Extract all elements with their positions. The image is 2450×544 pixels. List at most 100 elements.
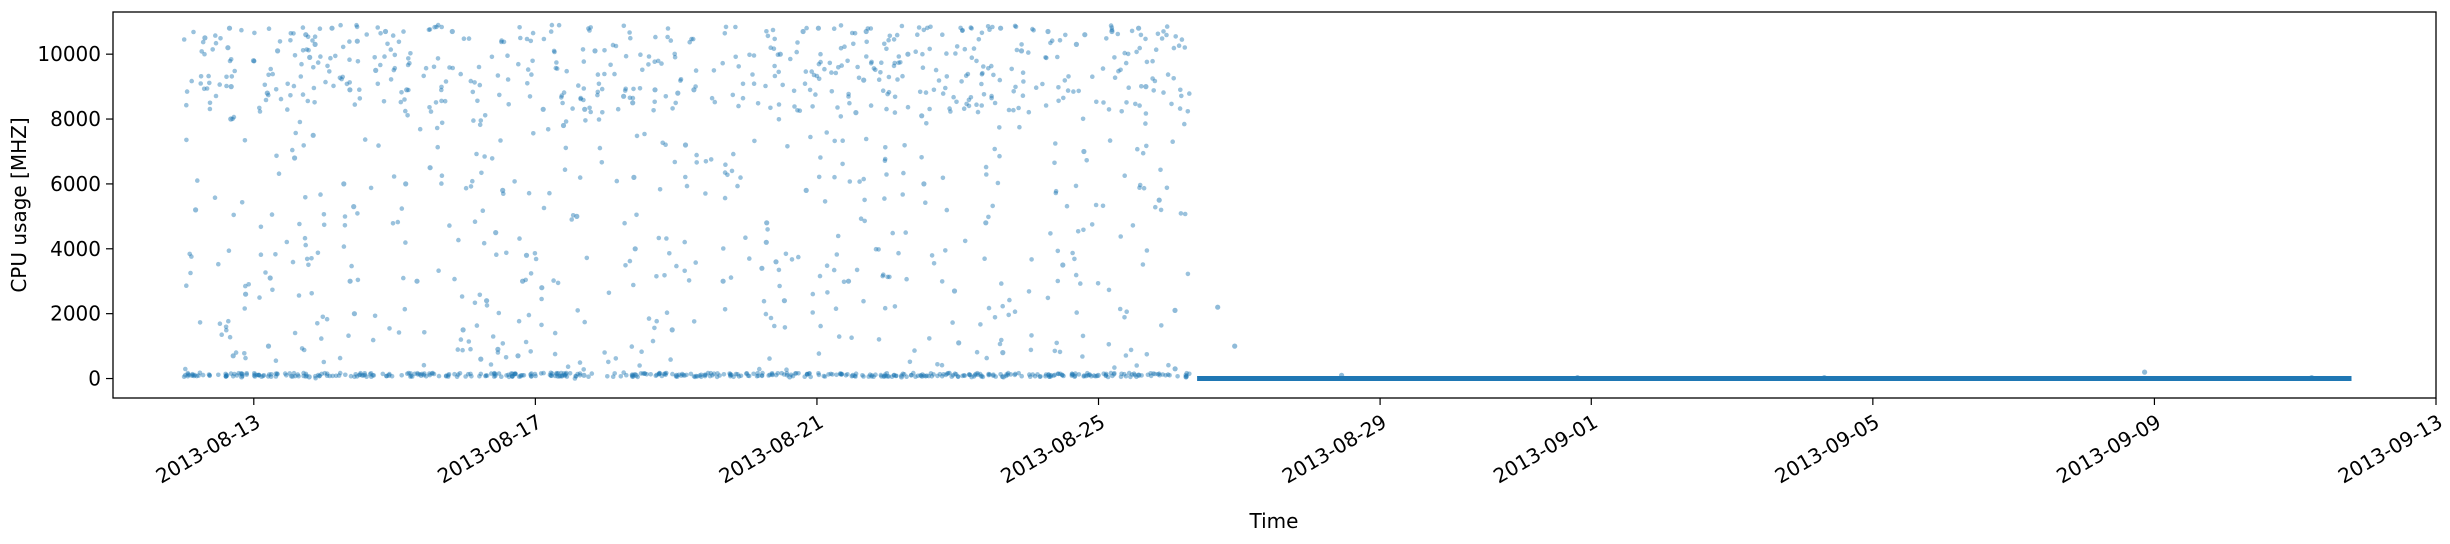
data-point <box>558 373 563 379</box>
data-point <box>1060 262 1066 268</box>
data-point <box>526 190 532 196</box>
data-point <box>1013 24 1019 30</box>
data-point <box>309 291 315 296</box>
data-point <box>254 372 260 378</box>
data-point <box>960 373 965 379</box>
data-point <box>849 335 854 341</box>
data-point <box>223 373 229 379</box>
data-point <box>300 48 306 53</box>
data-point <box>668 357 673 362</box>
data-point <box>656 371 662 377</box>
data-point <box>341 181 347 187</box>
data-point <box>920 372 925 377</box>
data-point <box>292 155 298 161</box>
data-point <box>738 373 744 379</box>
data-point <box>842 44 847 49</box>
data-point <box>1049 38 1055 43</box>
data-point <box>956 340 962 346</box>
data-point <box>831 267 837 273</box>
data-point <box>500 341 506 346</box>
data-point <box>1051 373 1056 378</box>
data-point <box>618 374 624 379</box>
data-point <box>818 59 823 65</box>
data-point <box>1073 183 1079 189</box>
data-point <box>868 103 874 108</box>
data-point <box>1182 121 1187 127</box>
data-point <box>1163 373 1168 378</box>
data-point <box>388 77 394 82</box>
data-point <box>720 60 725 66</box>
data-point <box>432 24 437 30</box>
data-point <box>879 374 884 379</box>
data-point <box>795 40 800 45</box>
data-point <box>399 206 405 211</box>
data-point <box>1083 373 1089 379</box>
data-point <box>288 93 293 98</box>
data-point <box>499 39 504 45</box>
data-point <box>562 373 568 378</box>
data-point <box>292 373 298 379</box>
data-point <box>408 371 413 376</box>
data-point <box>223 374 229 379</box>
data-point <box>265 343 272 349</box>
data-point <box>439 98 444 104</box>
data-point <box>468 78 474 84</box>
data-point <box>1132 372 1138 378</box>
data-point <box>512 179 517 184</box>
data-point <box>882 373 887 379</box>
data-point <box>1109 25 1115 30</box>
data-point <box>863 136 869 142</box>
data-point <box>1029 333 1034 338</box>
data-point <box>596 81 602 87</box>
data-point <box>940 175 946 181</box>
data-point <box>434 24 439 30</box>
data-point <box>862 197 867 203</box>
data-point <box>947 106 952 111</box>
data-point <box>408 373 414 379</box>
data-point <box>423 374 429 379</box>
data-point <box>804 371 810 377</box>
data-point <box>657 370 662 376</box>
data-point <box>829 89 835 94</box>
data-point <box>484 303 490 308</box>
data-point <box>218 36 223 41</box>
data-point <box>905 104 911 110</box>
data-point <box>1232 343 1238 349</box>
data-point <box>985 24 991 29</box>
data-point <box>231 114 237 120</box>
data-point <box>527 94 533 99</box>
data-point <box>803 187 809 193</box>
data-point <box>224 373 230 379</box>
data-point <box>991 372 996 378</box>
data-point <box>564 374 570 379</box>
data-point <box>1000 303 1005 309</box>
data-point <box>886 37 891 43</box>
data-point <box>920 51 925 57</box>
data-point <box>986 214 991 220</box>
data-point <box>1103 371 1109 377</box>
data-point <box>357 87 362 92</box>
data-point <box>460 327 466 333</box>
data-point <box>652 325 657 331</box>
data-point <box>239 200 245 205</box>
data-point <box>600 110 605 115</box>
data-point <box>529 371 534 376</box>
data-point <box>273 358 279 364</box>
data-point <box>892 110 898 115</box>
data-point <box>785 144 790 149</box>
data-point <box>1171 45 1177 51</box>
data-point <box>322 370 328 376</box>
data-point <box>773 372 779 378</box>
data-point <box>206 372 212 377</box>
data-point <box>894 32 900 38</box>
data-point <box>918 373 924 379</box>
data-point <box>1148 371 1153 376</box>
data-point <box>974 349 980 355</box>
data-point <box>517 236 522 241</box>
data-point <box>898 60 903 65</box>
data-point <box>508 371 514 376</box>
data-point <box>493 371 498 377</box>
data-point <box>1061 95 1066 101</box>
data-point <box>303 242 309 248</box>
